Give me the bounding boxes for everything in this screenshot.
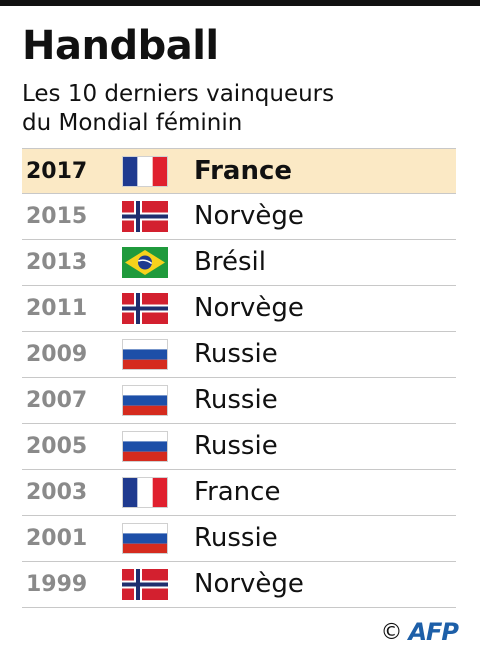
- page-title: Handball: [22, 23, 219, 69]
- table-row: 2011 Norvège: [22, 286, 456, 332]
- russia-flag-icon: [122, 431, 168, 462]
- russia-flag-icon: [122, 523, 168, 554]
- russia-flag-icon: [122, 339, 168, 370]
- france-flag-icon: [122, 156, 168, 187]
- country-cell: Norvège: [194, 201, 304, 231]
- year-cell: 1999: [26, 572, 88, 597]
- france-flag-icon: [122, 477, 168, 508]
- table-row: 2003 France: [22, 470, 456, 516]
- subtitle: Les 10 derniers vainqueurs du Mondial fé…: [22, 80, 334, 138]
- year-cell: 2003: [26, 480, 88, 505]
- year-cell: 2013: [26, 250, 88, 275]
- country-cell: Russie: [194, 339, 278, 369]
- year-cell: 2009: [26, 342, 88, 367]
- table-row: 1999 Norvège: [22, 562, 456, 608]
- year-cell: 2015: [26, 204, 88, 229]
- country-cell: Russie: [194, 431, 278, 461]
- country-cell: Norvège: [194, 569, 304, 599]
- russia-flag-icon: [122, 385, 168, 416]
- table-row: 2015 Norvège: [22, 194, 456, 240]
- subtitle-line-2: du Mondial féminin: [22, 110, 243, 136]
- table-row: 2017 France: [22, 148, 456, 194]
- afp-logo: AFP: [408, 618, 459, 646]
- country-cell: Russie: [194, 523, 278, 553]
- table-row: 2009 Russie: [22, 332, 456, 378]
- subtitle-line-1: Les 10 derniers vainqueurs: [22, 81, 335, 107]
- country-cell: Russie: [194, 385, 278, 415]
- country-cell: Norvège: [194, 293, 304, 323]
- table-row: 2005 Russie: [22, 424, 456, 470]
- country-cell: France: [194, 156, 293, 186]
- country-cell: Brésil: [194, 247, 266, 277]
- year-cell: 2007: [26, 388, 88, 413]
- year-cell: 2017: [26, 159, 88, 184]
- year-cell: 2005: [26, 434, 88, 459]
- table-row: 2007 Russie: [22, 378, 456, 424]
- norway-flag-icon: [122, 201, 168, 232]
- table-row: 2001 Russie: [22, 516, 456, 562]
- norway-flag-icon: [122, 293, 168, 324]
- norway-flag-icon: [122, 569, 168, 600]
- top-rule: [0, 0, 480, 6]
- year-cell: 2001: [26, 526, 88, 551]
- country-cell: France: [194, 477, 281, 507]
- copyright-symbol: ©: [380, 619, 403, 645]
- credit: © AFP: [380, 618, 459, 646]
- year-cell: 2011: [26, 296, 88, 321]
- brazil-flag-icon: [122, 247, 168, 278]
- winners-table: 2017 France 2015 Norvège 2013 Brésil 201…: [22, 148, 456, 608]
- table-row: 2013 Brésil: [22, 240, 456, 286]
